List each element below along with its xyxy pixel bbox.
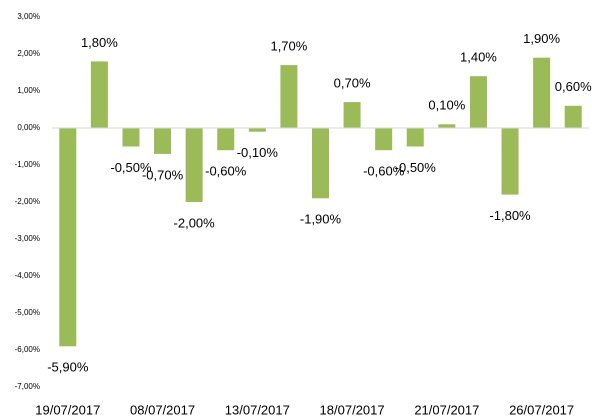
value-label: -0,60% — [363, 164, 405, 179]
y-tick-label: -7,00% — [15, 382, 40, 391]
bar — [185, 128, 203, 202]
x-tick-label: 21/07/2017 — [414, 402, 479, 417]
value-label: -2,00% — [174, 215, 216, 230]
value-label: 1,70% — [270, 39, 307, 54]
y-tick-label: -1,00% — [15, 160, 40, 169]
bar — [533, 57, 551, 129]
value-label: -1,90% — [300, 212, 342, 227]
x-tick-label: 19/07/2017 — [35, 402, 100, 417]
value-label: -0,10% — [237, 145, 279, 160]
value-label: 0,60% — [555, 79, 592, 94]
y-tick-label: 3,00% — [17, 12, 40, 21]
bar — [90, 61, 108, 128]
bar — [248, 128, 266, 132]
y-tick-label: 1,00% — [17, 86, 40, 95]
value-label: 1,40% — [460, 50, 497, 65]
y-tick-label: -3,00% — [15, 234, 40, 243]
value-label: -0,60% — [205, 164, 247, 179]
bar — [469, 76, 487, 128]
y-tick-label: -5,00% — [15, 308, 40, 317]
value-label: 0,70% — [334, 76, 371, 91]
bar — [375, 128, 393, 151]
value-label: -0,50% — [395, 160, 437, 175]
y-tick-label: -2,00% — [15, 197, 40, 206]
x-tick-label: 13/07/2017 — [225, 402, 290, 417]
bar — [406, 128, 424, 147]
bar — [59, 128, 77, 347]
bar — [154, 128, 172, 154]
y-tick-label: -6,00% — [15, 345, 40, 354]
bar — [438, 124, 456, 128]
bar — [312, 128, 329, 199]
value-label: 1,90% — [523, 31, 560, 46]
bar — [564, 105, 582, 128]
value-label: 0,10% — [428, 98, 465, 113]
x-tick-label: 18/07/2017 — [320, 402, 385, 417]
y-tick-label: 2,00% — [17, 49, 40, 58]
y-tick-label: -4,00% — [15, 271, 40, 280]
value-label: -1,80% — [489, 208, 531, 223]
value-label: -5,90% — [47, 360, 89, 375]
bar — [217, 128, 235, 151]
value-label: 1,80% — [81, 35, 118, 50]
bar — [122, 128, 140, 147]
bar — [501, 128, 519, 195]
x-tick-label: 26/07/2017 — [509, 402, 574, 417]
x-tick-label: 08/07/2017 — [130, 402, 195, 417]
bar — [280, 65, 298, 128]
value-label: -0,70% — [142, 167, 184, 182]
y-tick-label: 0,00% — [17, 123, 40, 132]
bar — [343, 102, 361, 128]
value-label: -0,50% — [110, 160, 152, 175]
